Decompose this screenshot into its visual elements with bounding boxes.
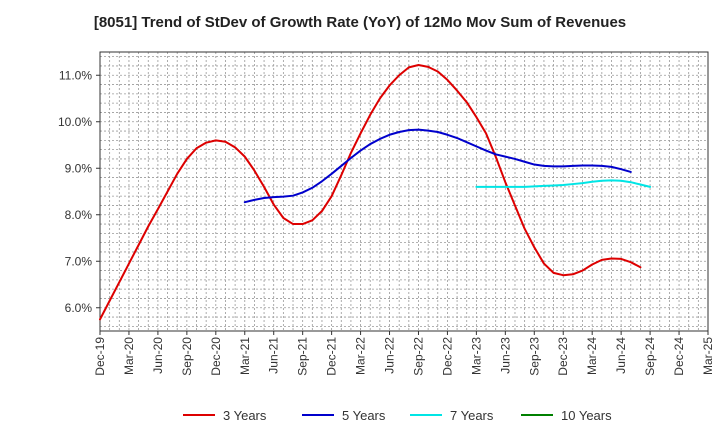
x-tick-label: Dec-21 — [325, 337, 339, 376]
series-lines — [99, 64, 652, 321]
y-tick-label: 8.0% — [65, 208, 93, 222]
x-tick-label: Sep-20 — [180, 337, 194, 376]
x-tick-label: Sep-24 — [643, 337, 657, 376]
x-tick-label: Jun-22 — [383, 337, 397, 374]
legend-label: 5 Years — [342, 408, 386, 423]
x-tick-label: Mar-20 — [122, 337, 136, 375]
x-tick-label: Mar-22 — [354, 337, 368, 375]
x-tick-label: Sep-23 — [527, 337, 541, 376]
y-tick-label: 7.0% — [65, 254, 93, 268]
x-tick-label: Mar-24 — [585, 337, 599, 375]
x-tick-label: Dec-24 — [672, 337, 686, 376]
x-tick-label: Mar-25 — [701, 337, 715, 375]
chart-title: [8051] Trend of StDev of Growth Rate (Yo… — [93, 14, 627, 31]
x-tick-label: Jun-24 — [614, 337, 628, 374]
grid — [100, 52, 708, 331]
series-line-5-years — [243, 128, 632, 204]
axes: 6.0% 7.0% 8.0% 9.0% 10.0% 11.0% Dec-19 Mar-20 Ju… — [58, 51, 715, 376]
plot-area — [100, 52, 708, 331]
y-tick-label: 6.0% — [65, 301, 93, 315]
x-tick-label: Mar-21 — [238, 337, 252, 375]
legend-label: 3 Years — [223, 408, 267, 423]
x-tick-label: Jun-21 — [267, 337, 281, 374]
x-tick-label: Mar-23 — [469, 337, 483, 375]
x-tick-label: Sep-21 — [296, 337, 310, 376]
x-tick-label: Dec-20 — [209, 337, 223, 376]
y-tick-label: 10.0% — [58, 115, 92, 129]
series-line-7-years — [475, 179, 652, 188]
series-line-3-years — [99, 64, 642, 321]
x-tick-label: Dec-22 — [440, 337, 454, 376]
x-tick-label: Dec-19 — [93, 337, 107, 376]
x-tick-label: Jun-20 — [151, 337, 165, 374]
x-tick-label: Jun-23 — [498, 337, 512, 374]
y-tick-label: 11.0% — [59, 68, 92, 82]
y-tick-label: 9.0% — [65, 161, 93, 175]
x-tick-label: Sep-22 — [411, 337, 425, 376]
legend-label: 10 Years — [561, 408, 612, 423]
x-tick-label: Dec-23 — [556, 337, 570, 376]
legend: 3 Years 5 Years 7 Years 10 Years — [183, 408, 612, 423]
legend-label: 7 Years — [450, 408, 494, 423]
plot-frame — [99, 51, 709, 332]
